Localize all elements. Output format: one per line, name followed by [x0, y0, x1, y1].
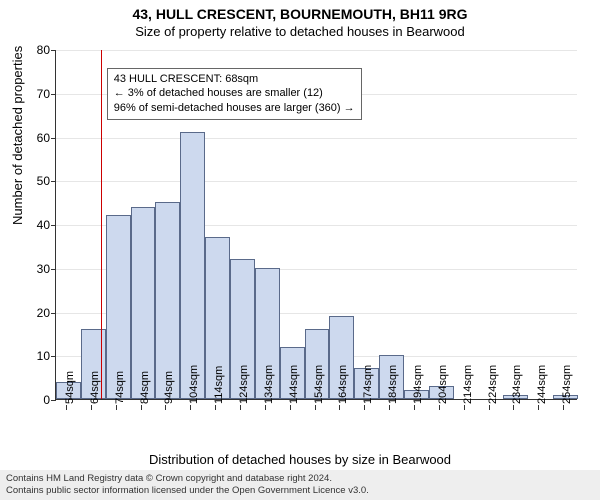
xtick-mark — [538, 405, 539, 410]
histogram-bar — [155, 202, 180, 399]
xtick-label: 104sqm — [188, 365, 200, 404]
xtick-label: 64sqm — [89, 371, 101, 404]
y-axis-label: Number of detached properties — [10, 46, 25, 225]
xtick-label: 214sqm — [462, 365, 474, 404]
xtick-mark — [389, 405, 390, 410]
histogram-bar — [180, 132, 205, 399]
plot-area: 0102030405060708054sqm64sqm74sqm84sqm94s… — [55, 50, 577, 400]
xtick-mark — [439, 405, 440, 410]
ytick-label: 60 — [37, 131, 50, 145]
ytick-mark — [51, 313, 56, 314]
xtick-mark — [240, 405, 241, 410]
footer-line-2: Contains public sector information licen… — [6, 485, 594, 497]
ytick-label: 50 — [37, 174, 50, 188]
ytick-label: 80 — [37, 43, 50, 57]
xtick-label: 134sqm — [263, 365, 275, 404]
grid-line — [56, 138, 577, 139]
annotation-line-2: ← 3% of detached houses are smaller (12) — [114, 86, 355, 101]
ytick-label: 40 — [37, 218, 50, 232]
xtick-mark — [414, 405, 415, 410]
ytick-label: 0 — [43, 393, 50, 407]
annotation-line-3: 96% of semi-detached houses are larger (… — [114, 101, 355, 116]
xtick-mark — [215, 405, 216, 410]
xtick-mark — [66, 405, 67, 410]
annotation-box: 43 HULL CRESCENT: 68sqm← 3% of detached … — [107, 68, 362, 121]
xtick-label: 154sqm — [313, 365, 325, 404]
ytick-mark — [51, 181, 56, 182]
xtick-label: 84sqm — [139, 371, 151, 404]
footer-attribution: Contains HM Land Registry data © Crown c… — [0, 470, 600, 500]
xtick-mark — [315, 405, 316, 410]
ytick-mark — [51, 400, 56, 401]
xtick-label: 254sqm — [561, 365, 573, 404]
xtick-mark — [265, 405, 266, 410]
chart-title: 43, HULL CRESCENT, BOURNEMOUTH, BH11 9RG — [0, 0, 600, 22]
xtick-label: 54sqm — [64, 371, 76, 404]
ytick-mark — [51, 356, 56, 357]
chart-area: 0102030405060708054sqm64sqm74sqm84sqm94s… — [55, 50, 577, 400]
grid-line — [56, 181, 577, 182]
ytick-mark — [51, 269, 56, 270]
xtick-label: 194sqm — [412, 365, 424, 404]
grid-line — [56, 50, 577, 51]
ytick-label: 30 — [37, 262, 50, 276]
ytick-label: 10 — [37, 349, 50, 363]
xtick-label: 94sqm — [163, 371, 175, 404]
xtick-label: 164sqm — [337, 365, 349, 404]
xtick-label: 204sqm — [437, 365, 449, 404]
reference-line — [101, 50, 102, 399]
xtick-mark — [339, 405, 340, 410]
ytick-label: 70 — [37, 87, 50, 101]
xtick-mark — [513, 405, 514, 410]
xtick-label: 224sqm — [487, 365, 499, 404]
xtick-label: 74sqm — [114, 371, 126, 404]
xtick-mark — [563, 405, 564, 410]
ytick-mark — [51, 94, 56, 95]
footer-line-1: Contains HM Land Registry data © Crown c… — [6, 473, 594, 485]
ytick-label: 20 — [37, 306, 50, 320]
xtick-label: 144sqm — [288, 365, 300, 404]
xtick-label: 174sqm — [362, 365, 374, 404]
xtick-mark — [464, 405, 465, 410]
xtick-mark — [290, 405, 291, 410]
annotation-line-1: 43 HULL CRESCENT: 68sqm — [114, 72, 355, 87]
ytick-mark — [51, 225, 56, 226]
xtick-mark — [116, 405, 117, 410]
xtick-label: 124sqm — [238, 365, 250, 404]
xtick-mark — [364, 405, 365, 410]
xtick-mark — [91, 405, 92, 410]
x-axis-label: Distribution of detached houses by size … — [0, 452, 600, 467]
xtick-mark — [141, 405, 142, 410]
xtick-label: 234sqm — [511, 365, 523, 404]
xtick-label: 244sqm — [536, 365, 548, 404]
ytick-mark — [51, 138, 56, 139]
xtick-label: 114sqm — [213, 366, 225, 404]
xtick-label: 184sqm — [387, 365, 399, 404]
xtick-mark — [165, 405, 166, 410]
xtick-mark — [489, 405, 490, 410]
xtick-mark — [190, 405, 191, 410]
ytick-mark — [51, 50, 56, 51]
chart-subtitle: Size of property relative to detached ho… — [0, 22, 600, 39]
